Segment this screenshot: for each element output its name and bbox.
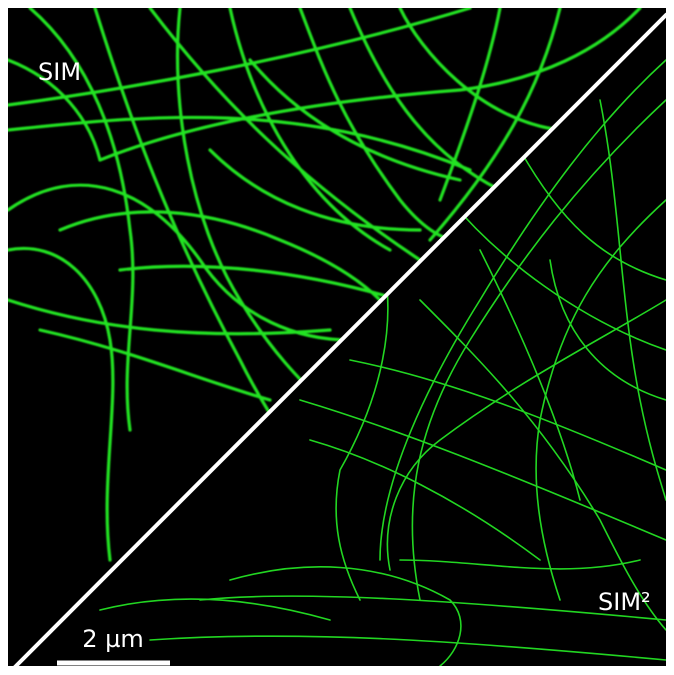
scale-bar-label: 2 µm <box>82 625 144 653</box>
label-sim: SIM <box>38 58 81 86</box>
microscopy-figure: SIM SIM² 2 µm <box>0 0 674 675</box>
image: SIM SIM² 2 µm <box>0 0 674 675</box>
label-sim2: SIM² <box>598 588 651 616</box>
